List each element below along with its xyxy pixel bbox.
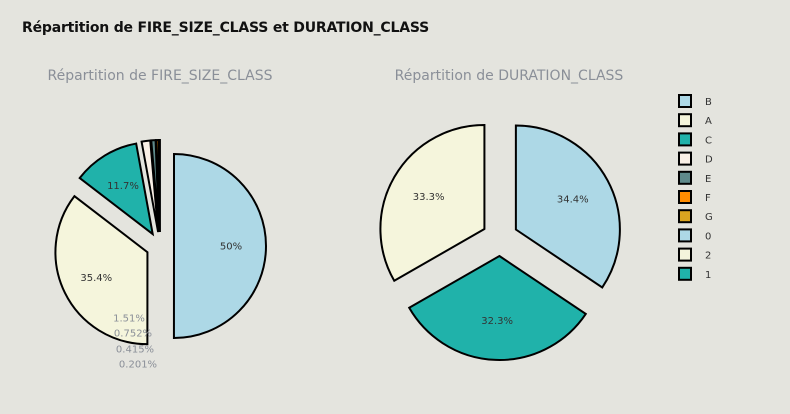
legend-swatch-f — [678, 190, 692, 204]
legend-label-a: A — [705, 116, 712, 127]
legend-swatch-g — [678, 209, 692, 224]
fire-size-slice-g — [157, 138, 161, 233]
duration-pie — [379, 123, 621, 361]
legend-swatch-c — [678, 132, 692, 147]
legend-label-1: 1 — [705, 270, 711, 281]
legend-label-g: G — [705, 212, 713, 223]
fire-size-label-b: 50% — [220, 242, 242, 253]
duration-slice-2 — [379, 123, 486, 283]
duration-label-0: 34.4% — [557, 195, 589, 206]
legend-label-d: D — [705, 155, 713, 166]
legend-label-b: B — [705, 97, 712, 108]
legend-swatch-b — [678, 94, 692, 108]
fire-size-label-f: 0.415% — [116, 345, 154, 356]
legend-label-f: F — [705, 193, 711, 204]
fire-size-label-c: 11.7% — [107, 181, 139, 192]
legend-label-2: 2 — [705, 251, 711, 262]
main-title: Répartition de FIRE_SIZE_CLASS et DURATI… — [22, 20, 429, 36]
duration-slice-1 — [407, 254, 588, 361]
legend-swatch-2 — [678, 247, 692, 262]
fire-size-label-e: 0.752% — [114, 329, 152, 340]
fire-size-slice-c — [78, 142, 155, 237]
legend-swatch-e — [678, 170, 692, 185]
duration-pie-labels: 34.4% 32.3% 33.3% — [413, 192, 589, 327]
fire-size-pie-labels: 50% 35.4% 11.7% 1.51% 0.752% 0.415% 0.201% — [80, 181, 242, 371]
chart-2-title: Répartition de DURATION_CLASS — [395, 68, 624, 84]
fire-size-pie — [54, 138, 267, 346]
fire-size-label-a: 35.4% — [80, 273, 112, 284]
legend-swatch-1 — [678, 266, 692, 281]
fire-size-slice-b — [172, 153, 267, 340]
duration-label-2: 33.3% — [413, 192, 445, 203]
legend-label-c: C — [705, 135, 712, 146]
legend-swatch-d — [678, 151, 692, 166]
chart-1-title: Répartition de FIRE_SIZE_CLASS — [48, 68, 273, 84]
legend-label-e: E — [705, 174, 711, 185]
fire-size-label-g: 0.201% — [119, 360, 157, 371]
fire-size-label-d: 1.51% — [113, 314, 145, 325]
legend-label-0: 0 — [705, 231, 711, 242]
legend-swatch-a — [678, 113, 692, 128]
fire-size-slice-a — [54, 194, 149, 346]
duration-slice-0 — [514, 124, 621, 289]
duration-label-1: 32.3% — [481, 316, 513, 327]
legend-swatch-0 — [678, 228, 692, 243]
